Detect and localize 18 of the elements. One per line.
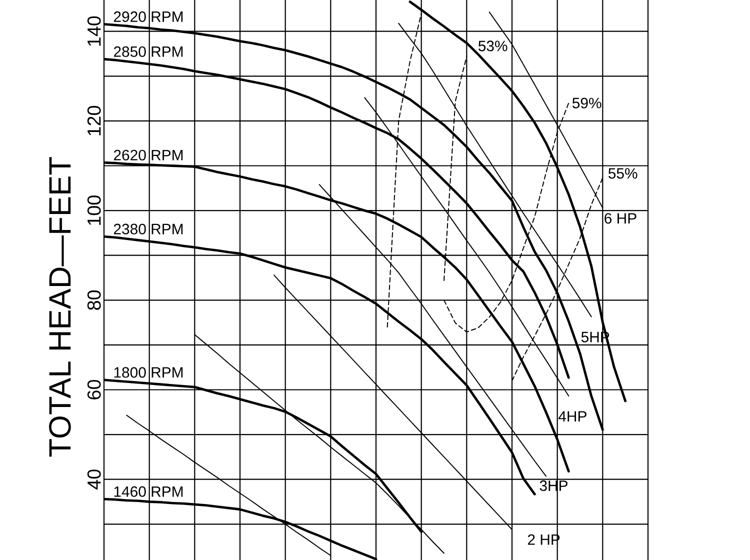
series-label: 2850 RPM — [114, 46, 183, 57]
series-label: 2920 RPM — [114, 11, 183, 22]
y-axis-title: TOTAL HEAD—FEET — [49, 157, 71, 457]
y-tick-label: 140 — [87, 16, 101, 46]
y-tick-label: 100 — [87, 196, 101, 225]
y-tick-label: 120 — [87, 106, 101, 136]
series-label: 6 HP — [604, 213, 636, 224]
series-label: 1460 RPM — [114, 486, 183, 497]
y-tick-label: 60 — [87, 380, 101, 400]
y-tick-label: 40 — [87, 470, 101, 490]
series-label: 55% — [608, 168, 638, 179]
series-label: 4HP — [558, 411, 586, 422]
y-tick-label: 80 — [87, 290, 101, 310]
series-label: 2620 RPM — [114, 150, 183, 160]
series-label: 53% — [478, 40, 508, 52]
series-label: 59% — [572, 98, 602, 108]
series-label: 2380 RPM — [114, 224, 183, 234]
series-label: 1800 RPM — [114, 367, 183, 378]
